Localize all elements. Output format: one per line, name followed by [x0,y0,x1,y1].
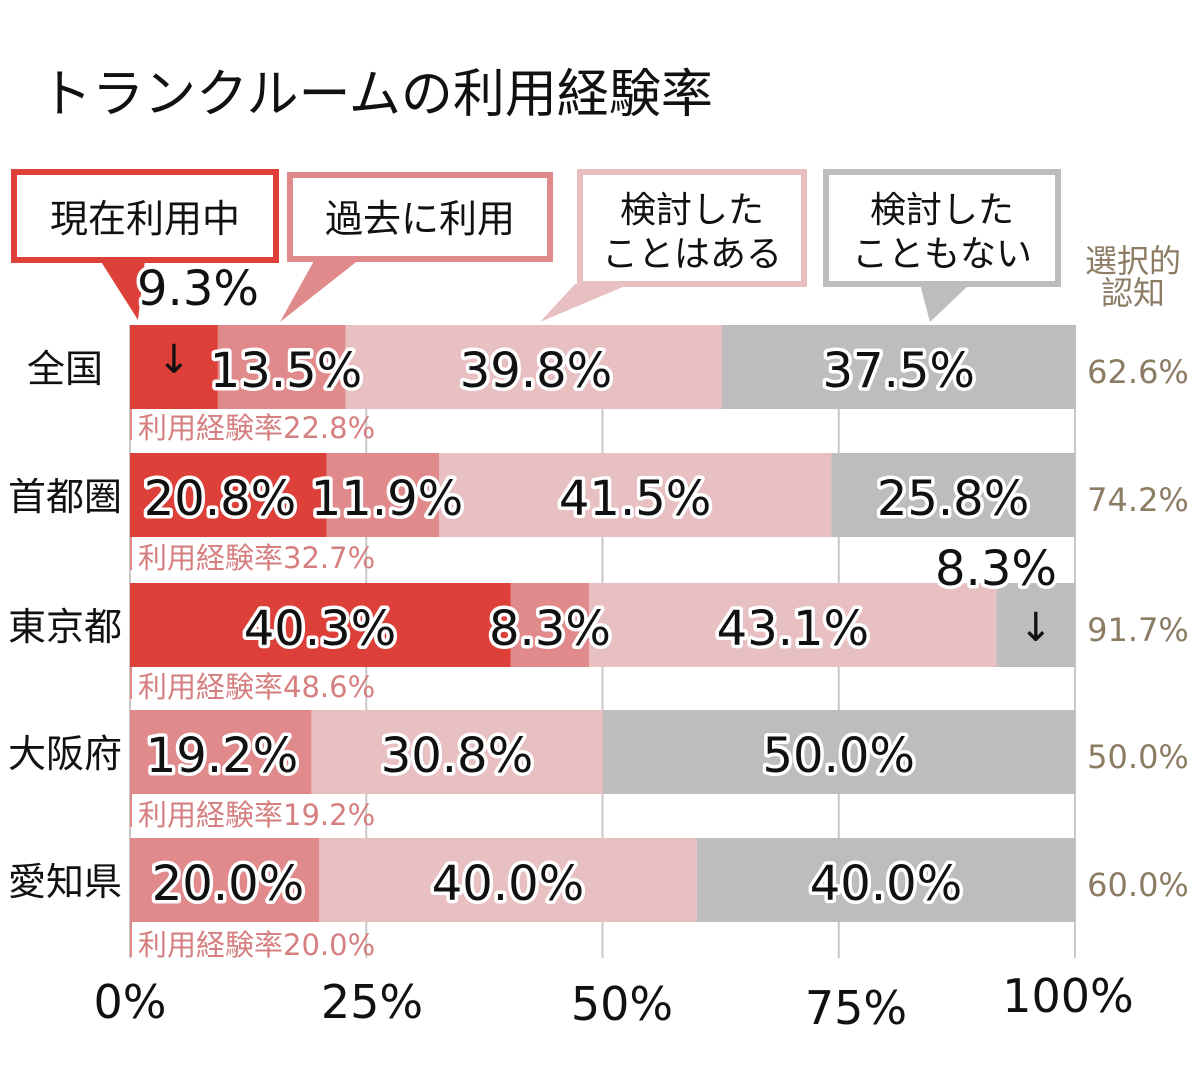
recognition-header-line1: 選択的 [1085,242,1181,280]
recognition-header-line2: 認知 [1101,274,1165,312]
bar-東京都-検討したこともない [996,583,1075,667]
chart-title: トランクルームの利用経験率 [40,65,713,125]
legend-text-検討したことはある-0: 検討した [620,190,764,231]
recognition-label-愛知県: 60.0% [1087,866,1189,904]
bar-全国-現在利用中 [130,325,218,409]
value-label-首都圏-検討したこともない: 25.8% [877,471,1029,527]
bar-全国-検討したこともない [721,325,1076,409]
usage-experience-label-愛知県: 利用経験率20.0% [138,928,375,962]
bar-愛知県-検討したこともない [697,838,1075,922]
row-label-東京都: 東京都 [8,605,122,649]
legend-box-検討したこともない [823,169,1061,287]
x-tick-0: 0% [94,975,167,1029]
usage-experience-label-首都圏: 利用経験率32.7% [138,541,375,575]
row-label-首都圏: 首都圏 [8,475,122,519]
legend-box-検討したことはある [577,169,807,287]
bar-全国-検討したことはある [345,325,722,409]
recognition-label-全国: 62.6% [1087,353,1189,391]
legend-text-検討したこともない-0: 検討した [870,190,1014,231]
bar-愛知県-過去に利用 [130,838,319,922]
legend-pointer-検討したことはある [540,284,630,322]
row-label-大阪府: 大阪府 [8,732,122,776]
bar-東京都-検討したことはある [589,583,997,667]
legend-text-現在利用中-0: 現在利用中 [50,197,240,241]
value-label-東京都-過去に利用: 8.3% [489,601,611,657]
value-label-全国-過去に利用: 13.5% [210,343,362,399]
bar-大阪府-検討したことはある [311,710,603,794]
bar-大阪府-検討したこともない [602,710,1075,794]
value-label-首都圏-現在利用中: 20.8% [144,471,296,527]
arrow-全国-現在利用中: ↓ [157,337,191,383]
legend-box-過去に利用 [287,172,553,262]
x-tick-25: 25% [321,975,423,1029]
value-label-愛知県-過去に利用: 20.0% [152,856,304,912]
value-label-東京都-現在利用中: 40.3% [244,601,396,657]
bar-首都圏-現在利用中 [130,453,327,537]
callout-label-東京都-検討したこともない: 8.3% [935,541,1057,597]
usage-experience-label-全国: 利用経験率22.8% [138,411,375,445]
recognition-label-大阪府: 50.0% [1087,738,1189,776]
row-label-全国: 全国 [27,347,103,391]
usage-experience-label-大阪府: 利用経験率19.2% [138,798,375,832]
bar-首都圏-過去に利用 [326,453,440,537]
usage-experience-label-東京都: 利用経験率48.6% [138,670,375,704]
legend-pointer-検討したこともない [920,284,970,322]
value-label-東京都-検討したことはある: 43.1% [717,601,869,657]
legend-pointer-現在利用中 [100,260,145,320]
bar-全国-過去に利用 [217,325,346,409]
legend-text-検討したこともない-1: こともない [852,234,1032,275]
bars [130,325,1076,922]
callout-label-全国-現在利用中: 9.3% [137,261,259,317]
value-label-愛知県-検討したこともない: 40.0% [810,856,962,912]
bar-東京都-過去に利用 [510,583,590,667]
value-label-全国-検討したこともない: 37.5% [823,343,975,399]
value-label-大阪府-検討したことはある: 30.8% [381,728,533,784]
x-tick-50: 50% [571,977,673,1031]
bar-首都圏-検討したことはある [439,453,832,537]
legend-pointer-過去に利用 [280,259,360,322]
value-label-首都圏-過去に利用: 11.9% [311,471,463,527]
legend-text-過去に利用-0: 過去に利用 [325,197,515,241]
value-label-大阪府-過去に利用: 19.2% [146,728,298,784]
recognition-label-東京都: 91.7% [1087,611,1189,649]
arrow-東京都-検討したこともない: ↓ [1019,605,1053,651]
row-label-愛知県: 愛知県 [8,860,122,904]
value-label-全国-検討したことはある: 39.8% [460,343,612,399]
bar-愛知県-検討したことはある [319,838,697,922]
value-label-首都圏-検討したことはある: 41.5% [559,471,711,527]
legend-box-現在利用中 [11,169,279,263]
bar-大阪府-過去に利用 [130,710,312,794]
value-label-大阪府-検討したこともない: 50.0% [763,728,915,784]
recognition-label-首都圏: 74.2% [1087,481,1189,519]
x-tick-100: 100% [1002,969,1134,1023]
value-label-愛知県-検討したことはある: 40.0% [432,856,584,912]
legend-text-検討したことはある-1: ことはある [602,234,782,275]
x-tick-75: 75% [805,981,907,1035]
bar-東京都-現在利用中 [130,583,511,667]
bar-首都圏-検討したこともない [831,453,1075,537]
